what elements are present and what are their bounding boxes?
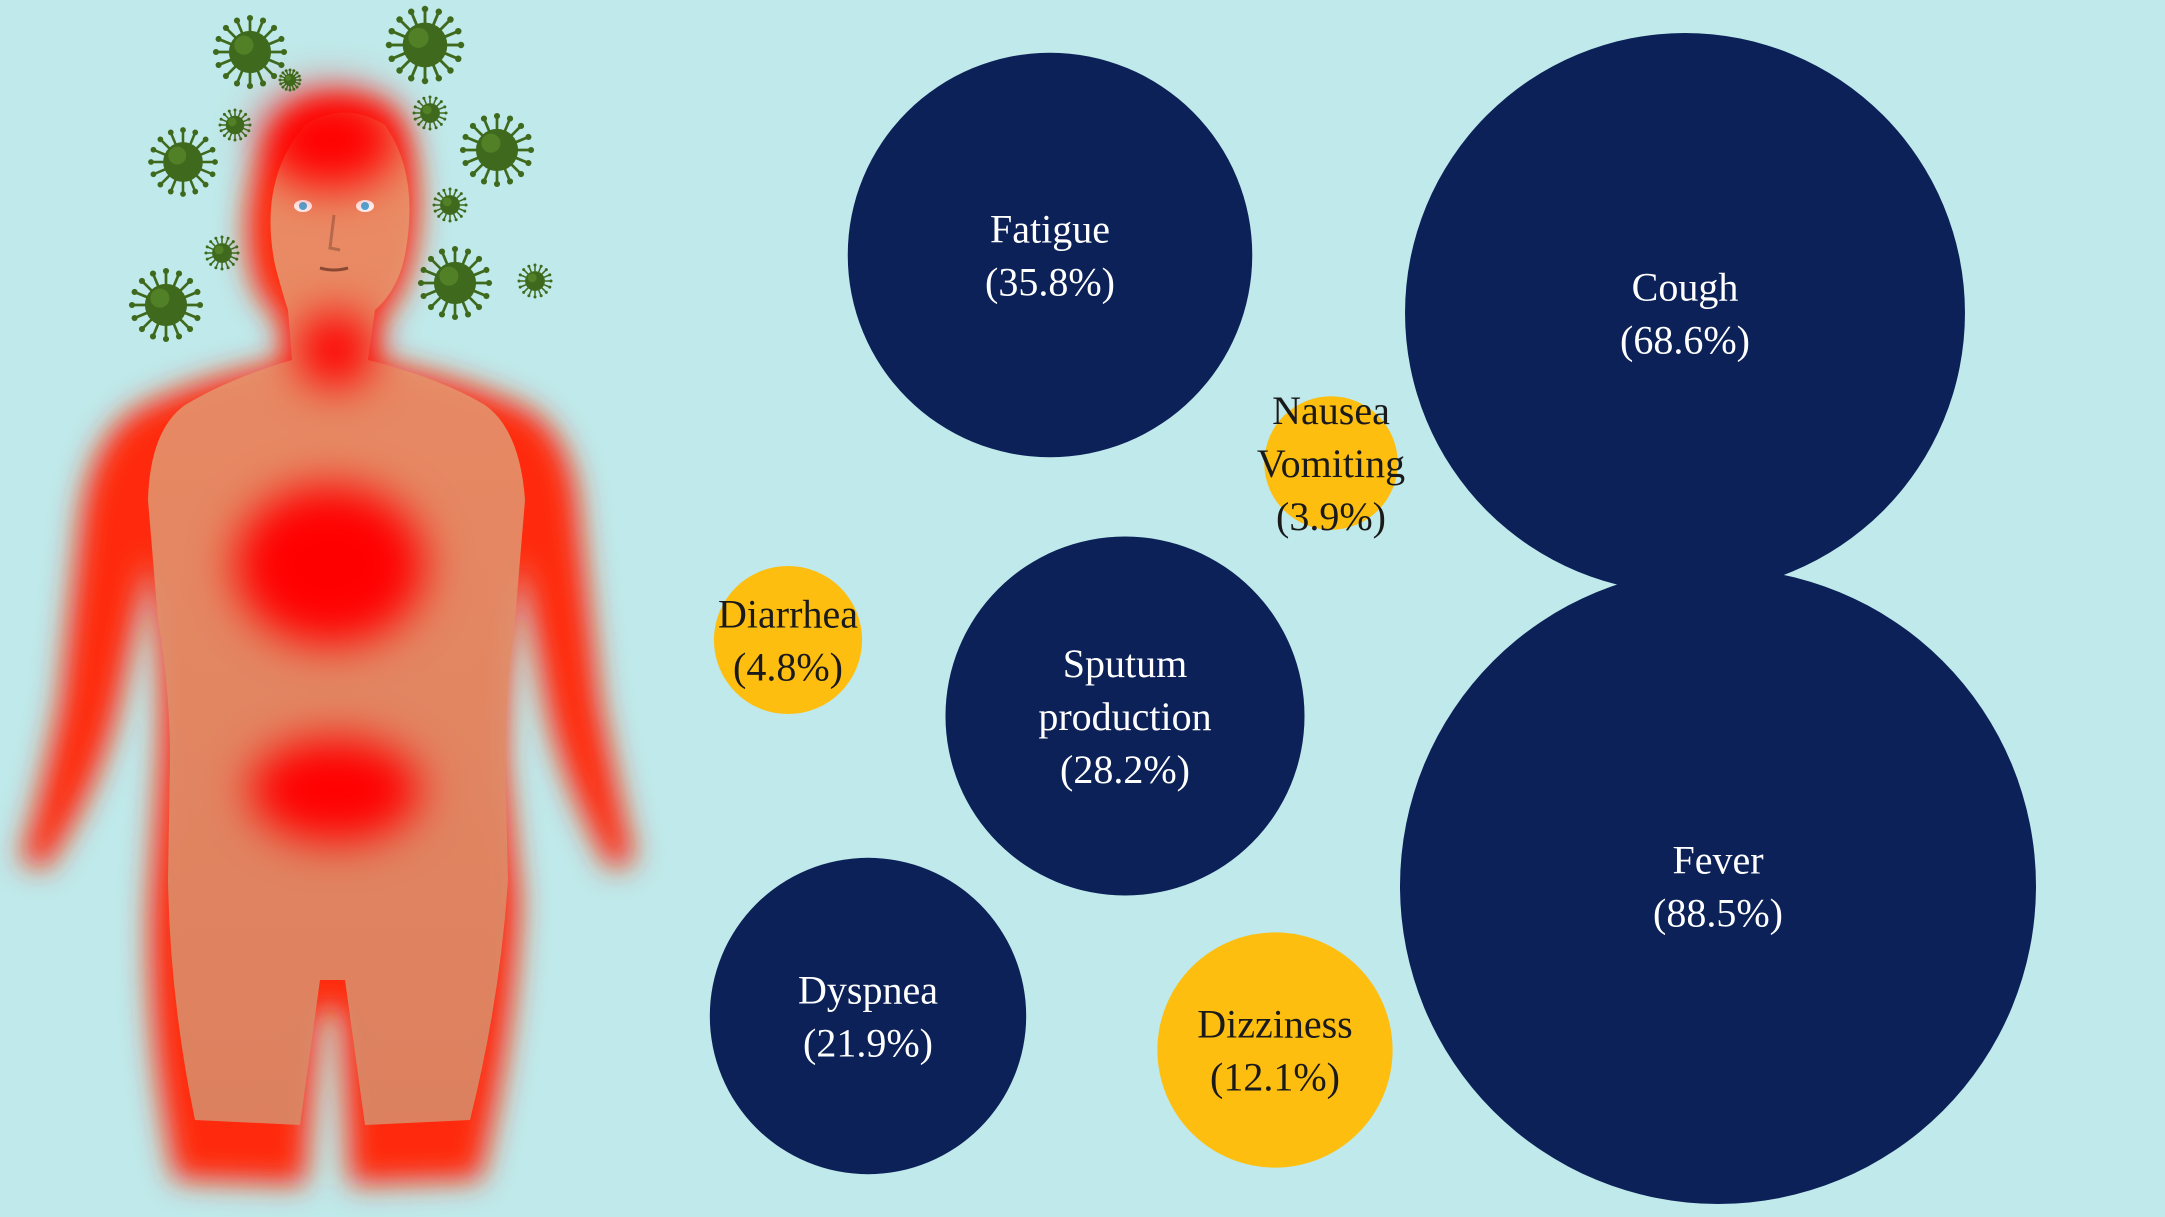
virus-icon (432, 187, 468, 223)
bubble-dizziness: Dizziness (12.1%) (1157, 932, 1393, 1168)
bubble-label-sputum-production: production (1038, 694, 1211, 739)
bubble-circle-cough (1405, 33, 1965, 593)
bubble-circle-nausea-vomiting (1264, 396, 1398, 530)
virus-icon (417, 245, 493, 321)
virus-cluster (128, 5, 553, 343)
bubble-label-sputum-production: Sputum (1063, 641, 1187, 686)
bubble-dyspnea: Dyspnea (21.9%) (709, 857, 1027, 1175)
bubble-circle-dizziness (1157, 932, 1393, 1168)
virus-icon (148, 127, 218, 197)
inflammation-hotspots (235, 92, 425, 842)
bubble-circle-fever (1400, 568, 2036, 1204)
bubble-cough: Cough (68.6%) (1405, 33, 1965, 593)
bubble-fever: Fever (88.5%) (1400, 568, 2036, 1204)
bubble-value-fever: (88.5%) (1653, 891, 1783, 936)
virus-icon (128, 267, 204, 343)
bubble-diarrhea: Diarrhea (4.8%) (713, 565, 863, 715)
bubble-nausea-vomiting: Nausea Vomiting (3.9%) (1257, 388, 1405, 539)
bubble-value-sputum-production: (28.2%) (1060, 747, 1190, 792)
bubble-label-nausea-vomiting: Vomiting (1257, 441, 1405, 486)
bubble-label-cough: Cough (1632, 265, 1739, 310)
bubble-circle-fatigue (847, 52, 1253, 458)
virus-icon (212, 14, 288, 90)
bubble-circle-dyspnea (709, 857, 1027, 1175)
bubble-label-dyspnea: Dyspnea (798, 968, 938, 1013)
virus-icon (204, 235, 240, 271)
virus-icon (218, 108, 252, 142)
bubble-label-nausea-vomiting: Nausea (1272, 388, 1390, 433)
bubble-value-cough: (68.6%) (1620, 318, 1750, 363)
bubble-sputum-production: Sputum production (28.2%) (945, 536, 1305, 896)
bubble-value-diarrhea: (4.8%) (733, 645, 843, 690)
bubble-value-dizziness: (12.1%) (1210, 1055, 1340, 1100)
virus-icon (385, 5, 465, 85)
bubble-label-diarrhea: Diarrhea (718, 592, 858, 637)
bubble-value-dyspnea: (21.9%) (803, 1021, 933, 1066)
bubble-fatigue: Fatigue (35.8%) (847, 52, 1253, 458)
virus-icon (278, 68, 302, 92)
bubble-value-fatigue: (35.8%) (985, 260, 1115, 305)
human-body-figure-icon (20, 92, 635, 1185)
bubble-label-fatigue: Fatigue (990, 207, 1110, 252)
bubble-value-nausea-vomiting: (3.9%) (1276, 494, 1386, 539)
symptom-bubbles: Fever (88.5%) Cough (68.6%) Fatigue (35.8%) Sp… (709, 33, 2036, 1204)
virus-icon (459, 112, 535, 188)
bubble-label-fever: Fever (1672, 838, 1763, 883)
virus-icon (412, 95, 448, 131)
virus-icon (517, 263, 553, 299)
bubble-label-dizziness: Dizziness (1197, 1002, 1353, 1047)
bubble-circle-sputum-production (945, 536, 1305, 896)
bubble-circle-diarrhea (713, 565, 863, 715)
face (294, 200, 374, 272)
